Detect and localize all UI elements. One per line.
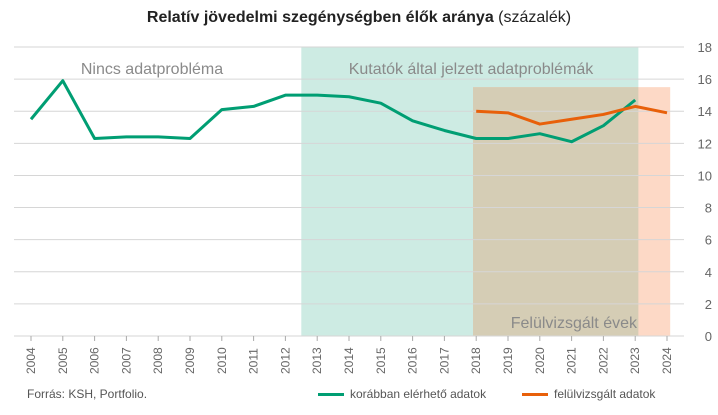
title-suffix: (százalék) — [493, 9, 572, 26]
x-tick-label: 2019 — [501, 347, 515, 374]
source-note: Forrás: KSH, Portfolio. — [27, 387, 148, 401]
title-bold: Relatív jövedelmi szegénységben élők ará… — [146, 9, 494, 26]
legend-label: felülvizsgált adatok — [554, 387, 656, 401]
x-tick-label: 2018 — [469, 347, 483, 374]
x-tick-label: 2024 — [660, 347, 674, 374]
x-tick-label: 2017 — [437, 347, 451, 374]
x-tick-label: 2012 — [278, 347, 292, 374]
x-tick-label: 2015 — [374, 347, 388, 374]
y-tick-label: 2 — [705, 297, 712, 312]
x-tick-label: 2023 — [628, 347, 642, 374]
y-tick-label: 8 — [705, 201, 712, 216]
legend-label: korábban elérhető adatok — [350, 387, 487, 401]
x-tick-label: 2009 — [183, 347, 197, 374]
x-tick-label: 2022 — [596, 347, 610, 374]
region-label-revised: Felülvizsgált évek — [511, 315, 638, 332]
legend-item-revised: felülvizsgált adatok — [522, 387, 655, 401]
x-tick-label: 2006 — [88, 347, 102, 374]
y-tick-label: 12 — [698, 136, 712, 151]
y-tick-label: 4 — [705, 265, 712, 280]
legend-item-previous: korábban elérhető adatok — [318, 387, 486, 401]
x-tick-label: 2016 — [406, 347, 420, 374]
x-tick-label: 2020 — [533, 347, 547, 374]
region-overlap — [473, 87, 639, 336]
x-tick-label: 2007 — [119, 347, 133, 374]
x-tick-label: 2008 — [151, 347, 165, 374]
chart-title: Relatív jövedelmi szegénységben élők ará… — [0, 9, 718, 27]
legend-swatch — [318, 392, 344, 396]
y-tick-label: 6 — [705, 233, 712, 248]
x-tick-label: 2021 — [565, 347, 579, 374]
x-tick-label: 2004 — [24, 347, 38, 374]
x-tick-label: 2013 — [310, 347, 324, 374]
region-label-data-problems: Kutatók által jelzett adatproblémák — [349, 61, 595, 78]
y-tick-label: 18 — [698, 40, 712, 55]
y-tick-label: 14 — [698, 104, 712, 119]
x-tick-label: 2010 — [215, 347, 229, 374]
x-tick-label: 2011 — [247, 348, 261, 374]
series-line-0 — [29, 79, 637, 144]
x-tick-label: 2014 — [342, 347, 356, 374]
region-label-no-problem: Nincs adatprobléma — [81, 61, 223, 78]
y-tick-label: 0 — [705, 329, 712, 344]
y-tick-label: 16 — [698, 72, 712, 87]
x-tick-label: 2005 — [56, 347, 70, 374]
y-tick-label: 10 — [698, 168, 712, 183]
legend-swatch — [522, 392, 548, 396]
